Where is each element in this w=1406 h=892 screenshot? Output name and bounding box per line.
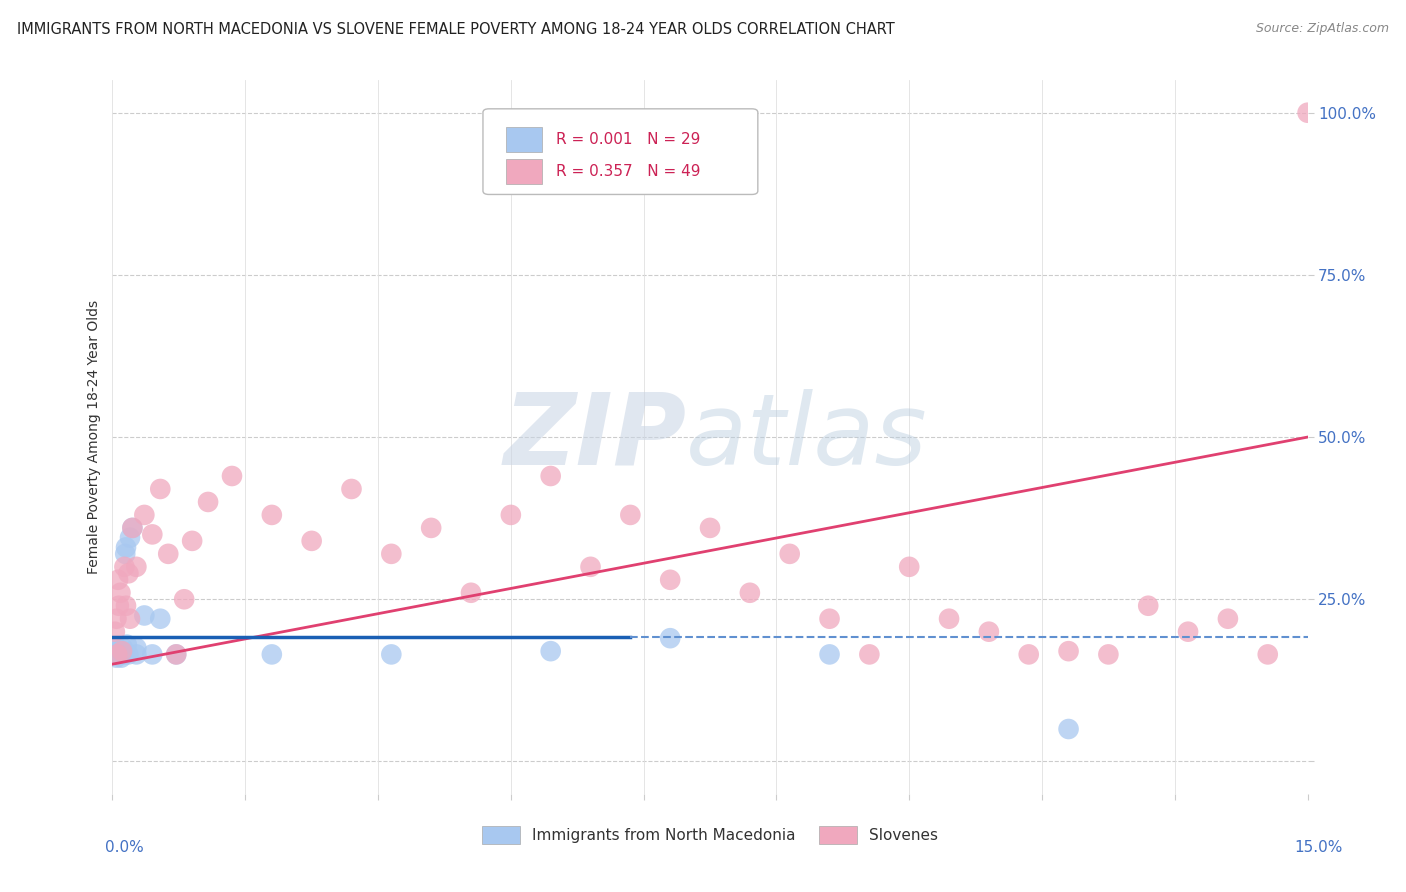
Text: atlas: atlas xyxy=(686,389,928,485)
Point xyxy=(1057,644,1080,658)
Text: Source: ZipAtlas.com: Source: ZipAtlas.com xyxy=(1256,22,1389,36)
Point xyxy=(108,644,131,658)
Point xyxy=(1296,105,1319,120)
Text: 15.0%: 15.0% xyxy=(1295,840,1343,855)
Point xyxy=(111,640,134,655)
Point xyxy=(114,547,136,561)
Point xyxy=(125,640,148,655)
Point xyxy=(340,482,363,496)
Point xyxy=(659,631,682,645)
Point xyxy=(1137,599,1160,613)
Point xyxy=(111,644,134,658)
Point xyxy=(499,508,522,522)
Text: 0.0%: 0.0% xyxy=(105,840,145,855)
Point xyxy=(115,638,138,652)
Text: IMMIGRANTS FROM NORTH MACEDONIA VS SLOVENE FEMALE POVERTY AMONG 18-24 YEAR OLDS : IMMIGRANTS FROM NORTH MACEDONIA VS SLOVE… xyxy=(17,22,894,37)
Point xyxy=(1216,612,1239,626)
Point xyxy=(105,650,128,665)
Point xyxy=(121,521,143,535)
Point xyxy=(107,573,129,587)
Point xyxy=(380,547,402,561)
Point xyxy=(118,531,141,545)
Point xyxy=(107,648,129,662)
Point xyxy=(579,559,602,574)
Legend: Immigrants from North Macedonia, Slovenes: Immigrants from North Macedonia, Slovene… xyxy=(475,820,945,850)
Point xyxy=(149,612,172,626)
Point xyxy=(380,648,402,662)
Point xyxy=(165,648,187,662)
Point xyxy=(110,586,132,600)
Point xyxy=(938,612,960,626)
Point xyxy=(1097,648,1119,662)
Point xyxy=(260,508,283,522)
FancyBboxPatch shape xyxy=(506,127,541,152)
Point xyxy=(134,608,156,623)
Point xyxy=(117,648,139,662)
Point xyxy=(619,508,641,522)
FancyBboxPatch shape xyxy=(484,109,758,194)
Point xyxy=(118,612,141,626)
Point xyxy=(173,592,195,607)
Point xyxy=(165,648,187,662)
Point xyxy=(221,469,243,483)
Point xyxy=(115,541,138,555)
Point xyxy=(134,508,156,522)
Point xyxy=(977,624,1000,639)
Point xyxy=(105,648,128,662)
Point xyxy=(141,527,163,541)
Point xyxy=(110,650,132,665)
Point xyxy=(1057,722,1080,736)
Point xyxy=(115,599,138,613)
Point xyxy=(157,547,180,561)
Point xyxy=(121,521,143,535)
Point xyxy=(898,559,921,574)
Point xyxy=(540,469,562,483)
Point xyxy=(818,648,841,662)
Point xyxy=(114,648,135,662)
Point xyxy=(1018,648,1040,662)
Point xyxy=(111,644,134,658)
FancyBboxPatch shape xyxy=(506,159,541,184)
Point xyxy=(108,644,131,658)
Point xyxy=(659,573,682,587)
Text: ZIP: ZIP xyxy=(503,389,686,485)
Point xyxy=(540,644,562,658)
Point xyxy=(104,624,127,639)
Point xyxy=(460,586,482,600)
Point xyxy=(260,648,283,662)
Point xyxy=(125,648,148,662)
Point xyxy=(110,648,132,662)
Point xyxy=(149,482,172,496)
Y-axis label: Female Poverty Among 18-24 Year Olds: Female Poverty Among 18-24 Year Olds xyxy=(87,300,101,574)
Point xyxy=(108,599,131,613)
Point xyxy=(420,521,443,535)
Point xyxy=(105,640,128,655)
Text: R = 0.357   N = 49: R = 0.357 N = 49 xyxy=(555,164,700,178)
Point xyxy=(858,648,880,662)
Point xyxy=(197,495,219,509)
Point xyxy=(104,644,127,658)
Point xyxy=(818,612,841,626)
Point xyxy=(699,521,721,535)
Point xyxy=(779,547,801,561)
Point xyxy=(114,559,135,574)
Point xyxy=(1257,648,1279,662)
Point xyxy=(1177,624,1199,639)
Point xyxy=(141,648,163,662)
Point xyxy=(125,559,148,574)
Text: R = 0.001   N = 29: R = 0.001 N = 29 xyxy=(555,132,700,146)
Point xyxy=(105,612,128,626)
Point xyxy=(301,533,323,548)
Point xyxy=(738,586,761,600)
Point xyxy=(117,566,139,581)
Point xyxy=(181,533,204,548)
